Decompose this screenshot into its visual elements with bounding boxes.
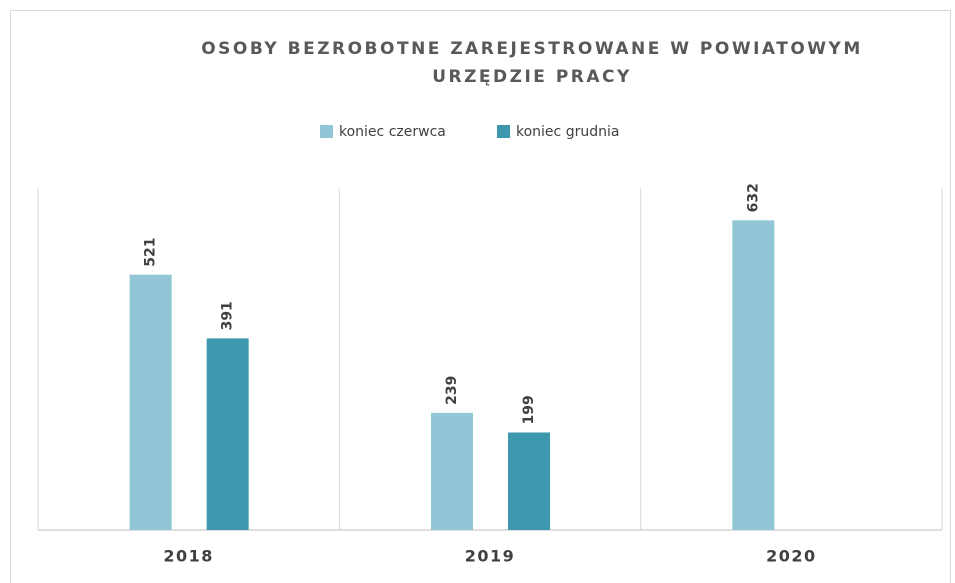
x-tick-label: 2018	[163, 547, 214, 566]
x-tick-label: 2020	[766, 547, 817, 566]
legend-label: koniec grudnia	[516, 124, 619, 140]
bar	[206, 338, 249, 530]
chart-title: URZĘDZIE PRACY	[432, 67, 632, 87]
legend-label: koniec czerwca	[339, 124, 446, 140]
chart-title: OSOBY BEZROBOTNE ZAREJESTROWANE W POWIAT…	[201, 39, 863, 59]
x-tick-label: 2019	[465, 547, 516, 566]
bar	[129, 274, 172, 530]
bar	[508, 432, 550, 530]
data-label: 239	[444, 376, 460, 405]
data-label: 391	[220, 301, 236, 330]
legend-swatch	[320, 125, 333, 138]
data-label: 521	[143, 237, 159, 266]
legend-swatch	[497, 125, 510, 138]
data-label: 632	[745, 183, 761, 212]
data-label: 199	[521, 395, 537, 424]
bar	[431, 412, 473, 530]
bar	[732, 220, 775, 530]
